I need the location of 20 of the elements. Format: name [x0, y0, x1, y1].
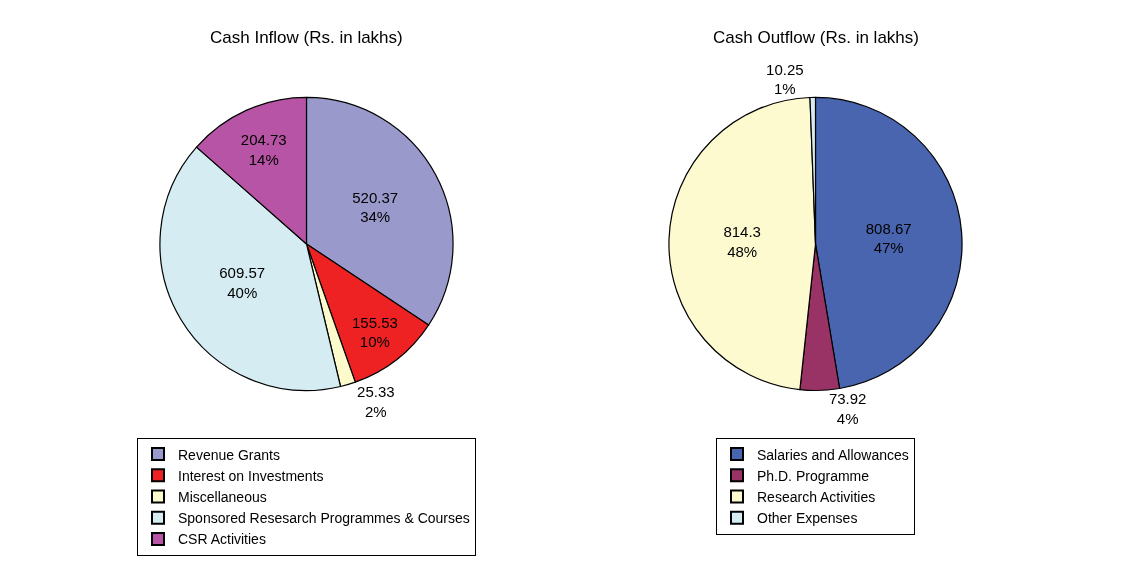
chart-title: Cash Outflow (Rs. in lakhs) [713, 28, 919, 47]
data-label: 808.67 47% [865, 219, 912, 257]
legend-label: Other Expenses [757, 510, 858, 527]
data-label: 10.25 1% [766, 60, 804, 98]
data-label: 814.3 48% [723, 223, 761, 260]
legend-label: Interest on Investments [178, 467, 324, 484]
legend-label: Ph.D. Programme [757, 467, 870, 484]
data-label: 520.37 34% [352, 188, 399, 226]
legend-label: CSR Activities [178, 531, 266, 548]
data-label: 155.53 10% [351, 313, 398, 351]
legend-label: Miscellaneous [178, 488, 267, 505]
data-label: 73.92 4% [828, 390, 867, 427]
data-label: 609.57 40% [219, 264, 266, 301]
data-label: 204.73 14% [240, 131, 287, 168]
chart-title: Cash Inflow (Rs. in lakhs) [210, 28, 403, 47]
legend-label: Sponsored Resesarch Programmes & Courses [178, 510, 470, 527]
legend-label: Revenue Grants [178, 446, 280, 463]
legend-label: Research Activities [757, 488, 876, 505]
legend-label: Salaries and Allowances [757, 446, 909, 463]
data-label: 25.33 2% [357, 383, 395, 420]
